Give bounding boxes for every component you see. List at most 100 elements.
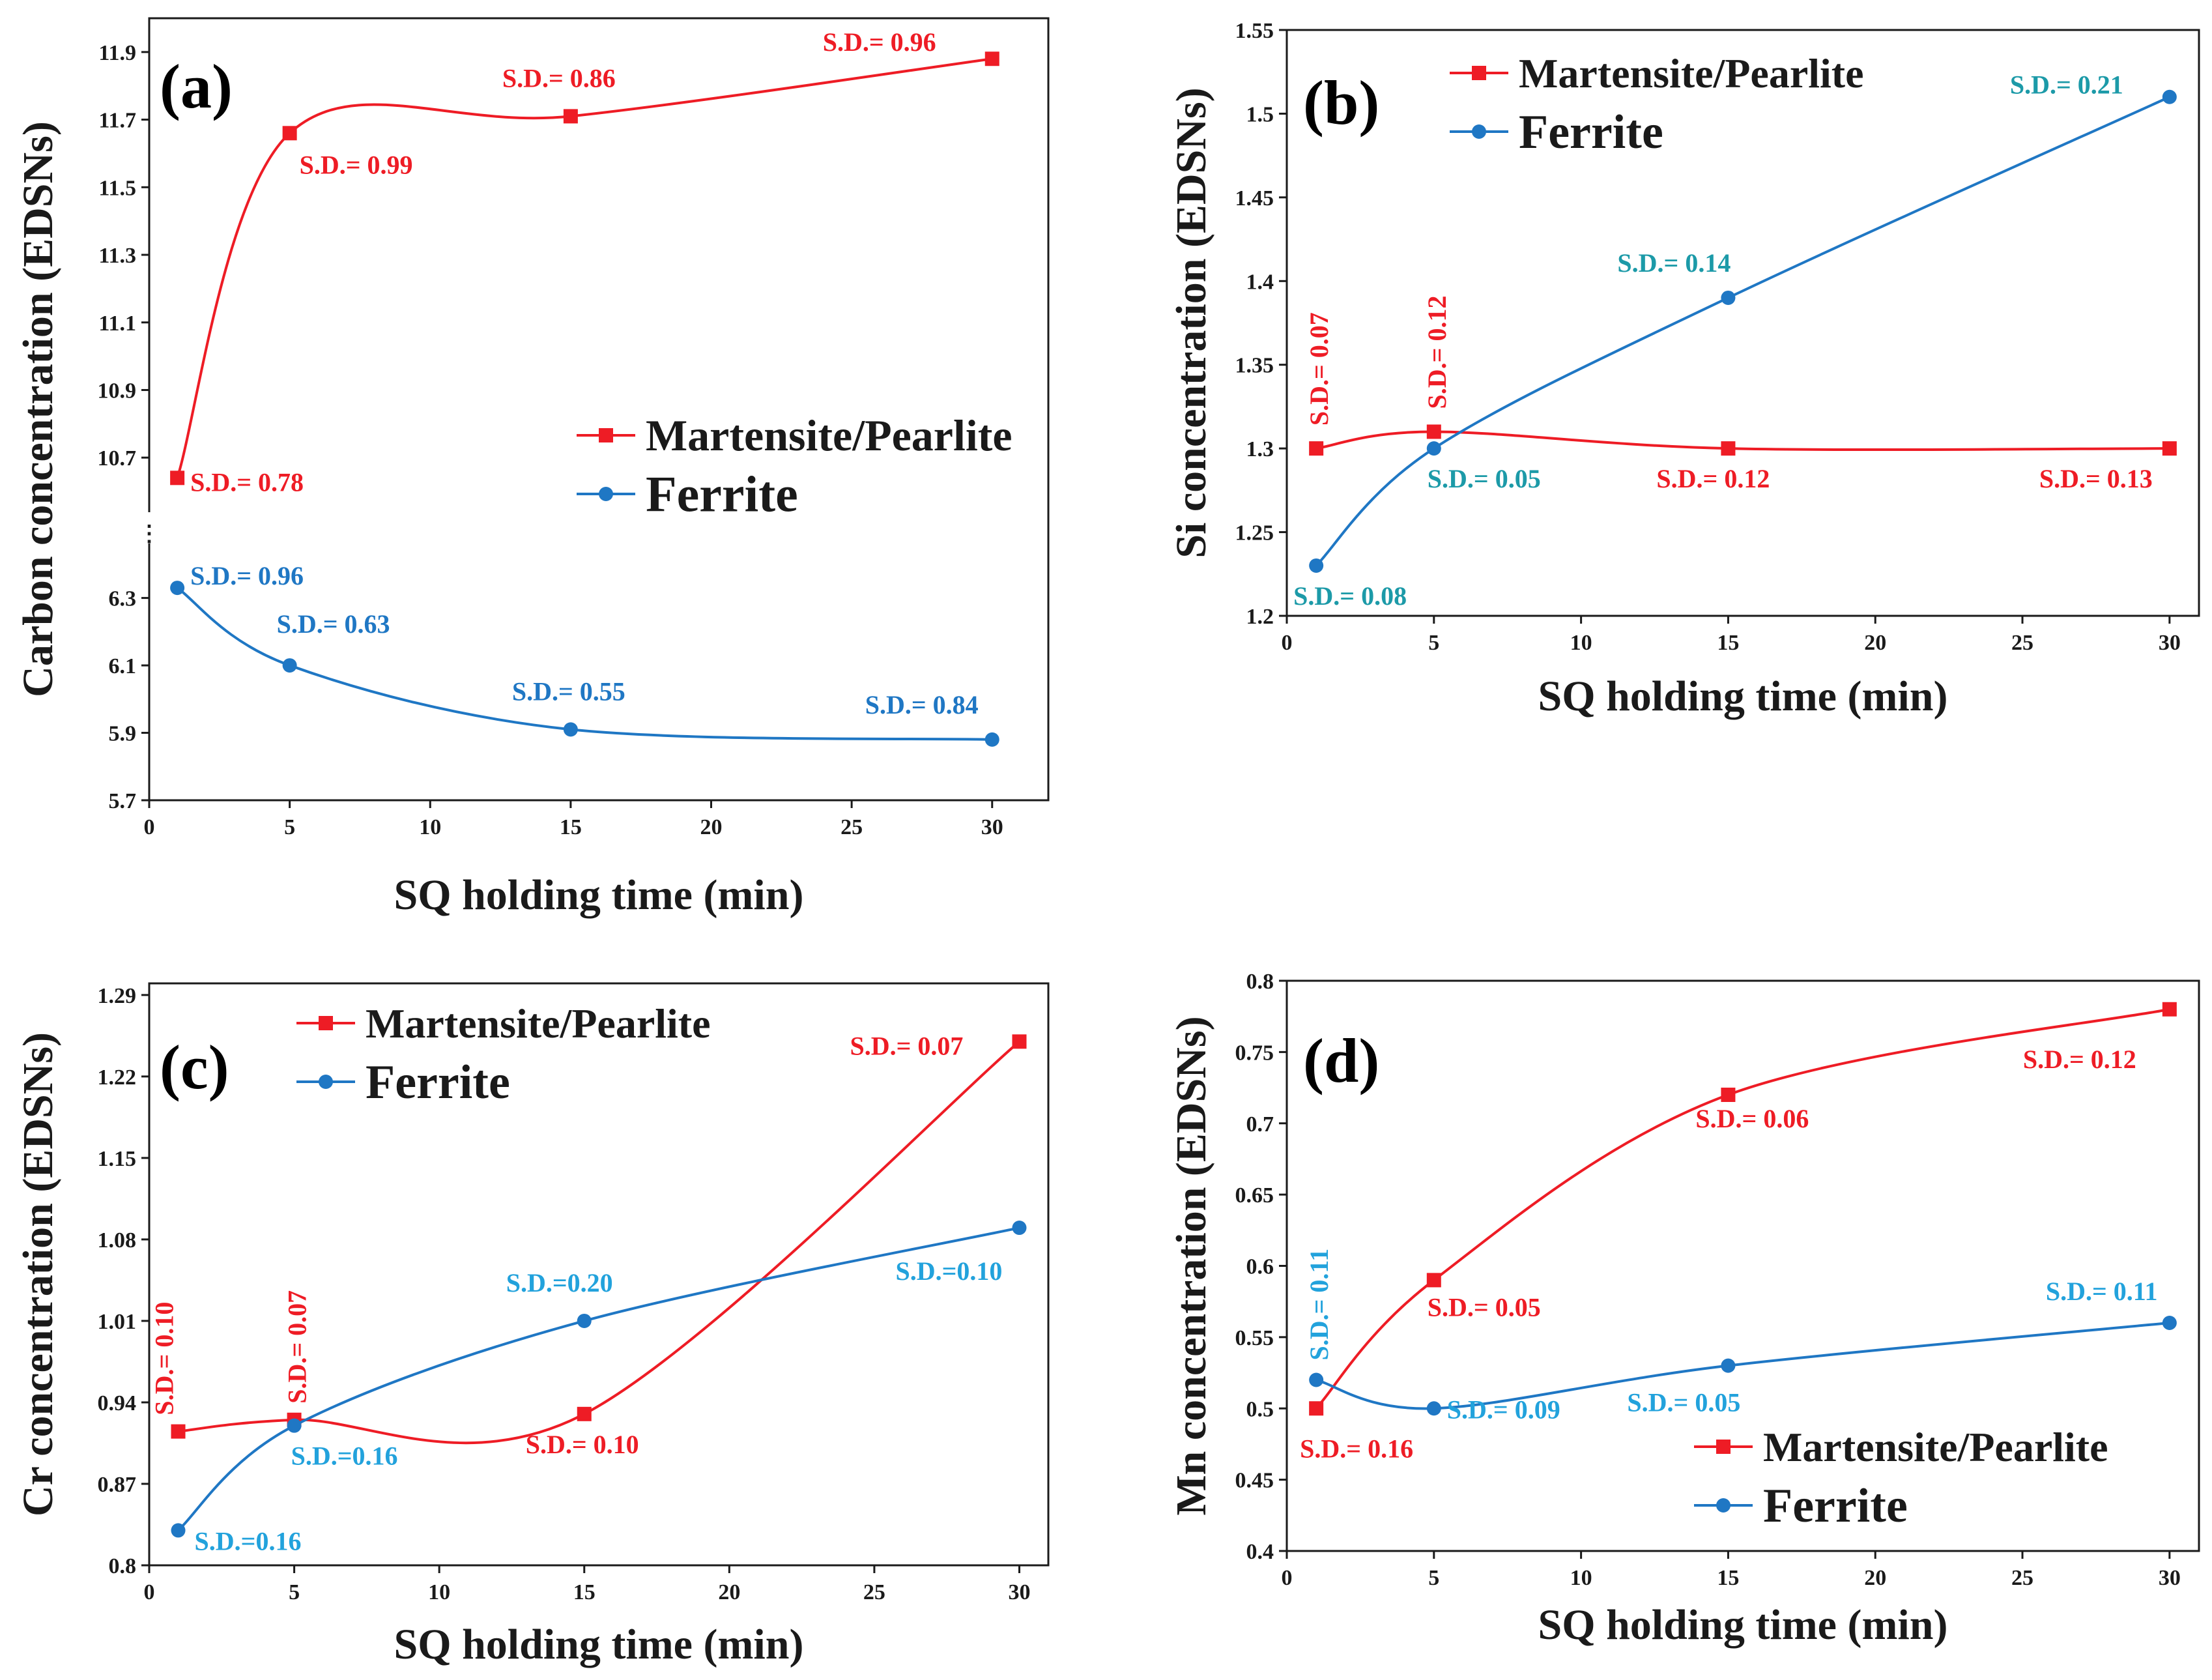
series-line [176,57,993,478]
legend-marker [1716,1498,1731,1513]
x-tick-label: 15 [1717,631,1739,655]
x-tick-label: 0 [144,1580,155,1604]
y-axis-title: Si concentration (EDSNs) [1168,87,1215,558]
x-axis-title: SQ holding time (min) [394,871,804,919]
sd-label: S.D.= 0.11 [2046,1277,2158,1306]
legend: Martensite/Pearlite Ferrite [577,411,1013,523]
data-point [171,1523,186,1538]
legend-entry: Martensite/Pearlite [646,411,1013,460]
legend-entry: Martensite/Pearlite [1763,1424,2108,1470]
legend-marker [599,428,613,442]
y-tick-label: 0.8 [109,1554,137,1578]
sd-label: S.D.= 0.07 [850,1031,963,1060]
sd-label: S.D.= 0.09 [1447,1395,1560,1424]
x-tick-label: 30 [1008,1580,1030,1604]
x-tick-label: 0 [144,815,155,839]
data-point [563,109,578,124]
legend: Martensite/Pearlite Ferrite [1450,50,1864,159]
data-point [577,1406,592,1421]
panel-label: (d) [1303,1026,1379,1095]
chart-panel-a: 0 5 10 15 20 25 30 10.7 10.9 11.1 11.3 11.5 11.7 11.9… [14,17,1050,919]
y-axis-title: Cr concentration (EDSNs) [14,1032,62,1516]
legend-marker [319,1075,333,1089]
series-ferrite: S.D.= 0.11 S.D.= 0.09 S.D.= 0.05 S.D.= 0.11 [1304,1249,2177,1424]
x-tick-label: 10 [419,815,441,839]
y-tick-label: 6.1 [109,654,137,678]
y-tick-label: 6.3 [109,587,137,611]
y-tick-label: 0.45 [1235,1469,1274,1493]
legend-entry: Ferrite [1519,106,1663,159]
series-line [1315,430,2170,452]
sd-label: S.D.= 0.14 [1617,248,1731,278]
x-tick-label: 25 [840,815,863,839]
data-point [1721,1088,1736,1102]
y-tick-label: 0.8 [1246,970,1274,994]
series-ferrite: S.D.= 0.08 S.D.= 0.05 S.D.= 0.14 S.D.= 0.21 [1293,70,2177,611]
legend-entry: Ferrite [1763,1479,1908,1533]
x-tick-label: 20 [1864,1566,1886,1590]
legend-marker [1716,1440,1731,1454]
series-ferrite: S.D.=0.16 S.D.=0.16 S.D.=0.20 S.D.=0.10 [171,1221,1027,1556]
sd-label: S.D.= 0.05 [1428,1292,1541,1322]
data-point [1012,1221,1027,1236]
x-tick-label: 5 [1428,631,1439,655]
series-martensite: S.D.= 0.07 S.D.= 0.12 S.D.= 0.12 S.D.= 0.13 [1304,296,2177,493]
sd-label: S.D.= 0.10 [526,1430,639,1459]
y-tick-label: 0.65 [1235,1183,1274,1208]
x-tick-label: 0 [1282,1566,1293,1590]
y-tick-label: 1.25 [1235,521,1274,545]
x-tick-label: 5 [284,815,295,839]
data-point [1721,1358,1736,1373]
y-tick-label: 11.1 [98,311,136,336]
legend: Martensite/Pearlite Ferrite [296,1000,711,1109]
data-point [1309,1372,1324,1387]
panel-label: (c) [160,1032,229,1102]
y-tick-label: 0.6 [1246,1255,1274,1279]
data-point [1012,1034,1027,1049]
y-tick-label: 11.3 [98,244,136,268]
data-point [1426,441,1441,456]
y-tick-label: 0.55 [1235,1326,1274,1350]
data-point [1721,441,1736,456]
y-tick-label: 0.75 [1235,1041,1274,1065]
sd-label: S.D.= 0.96 [190,561,304,590]
y-tick-label: 0.5 [1246,1397,1274,1421]
series-martensite: S.D.= 0.78 S.D.= 0.99 S.D.= 0.86 S.D.= 0.96 [170,27,999,497]
axis-break-gap [144,512,154,543]
x-tick-label: 5 [289,1580,300,1604]
chart-panel-c: 0 5 10 15 20 25 30 0.8 0.87 0.94 1.01 1.08 1.15 1.22 1… [14,982,1050,1668]
data-point [282,658,297,673]
y-axis-title: Carbon concentration (EDSNs) [14,121,62,697]
data-point [2162,441,2177,456]
chart-panel-b: 0 5 10 15 20 25 30 1.2 1.25 1.3 1.35 1.4 1.45 1.5 1.55… [1168,19,2200,720]
sd-label: S.D.= 0.13 [2039,464,2153,493]
y-tick-label: 11.9 [98,41,136,65]
x-tick-label: 10 [428,1580,450,1604]
x-tick-label: 10 [1570,1566,1592,1590]
series-line [1315,95,2170,567]
sd-label: S.D.= 0.99 [300,150,413,179]
data-point [171,1424,186,1439]
x-tick-label: 20 [700,815,723,839]
series-martensite: S.D.= 0.10 S.D.= 0.07 S.D.= 0.10 S.D.= 0.07 [150,1031,1027,1459]
plot-frame-c [148,982,1050,1567]
x-tick-label: 25 [2011,1566,2033,1590]
series-line [176,587,992,741]
sd-label: S.D.= 0.78 [190,467,304,497]
data-point [170,581,185,596]
y-tick-label: 1.29 [98,984,137,1008]
sd-label: S.D.= 0.21 [2010,70,2123,100]
plot-frame-b [1286,29,2200,617]
data-point [1309,558,1324,573]
sd-label: S.D.= 0.05 [1627,1388,1740,1417]
sd-label: S.D.= 0.07 [283,1290,312,1404]
sd-label: S.D.= 0.10 [150,1302,179,1415]
sd-label: S.D.= 0.05 [1428,464,1541,493]
sd-label: S.D.= 0.86 [502,63,616,93]
sd-label: S.D.= 0.07 [1304,312,1334,426]
data-point [1721,290,1736,305]
legend-marker [1472,124,1486,139]
x-tick-label: 30 [981,815,1003,839]
series-line [1315,1007,2170,1410]
data-point [287,1418,302,1433]
